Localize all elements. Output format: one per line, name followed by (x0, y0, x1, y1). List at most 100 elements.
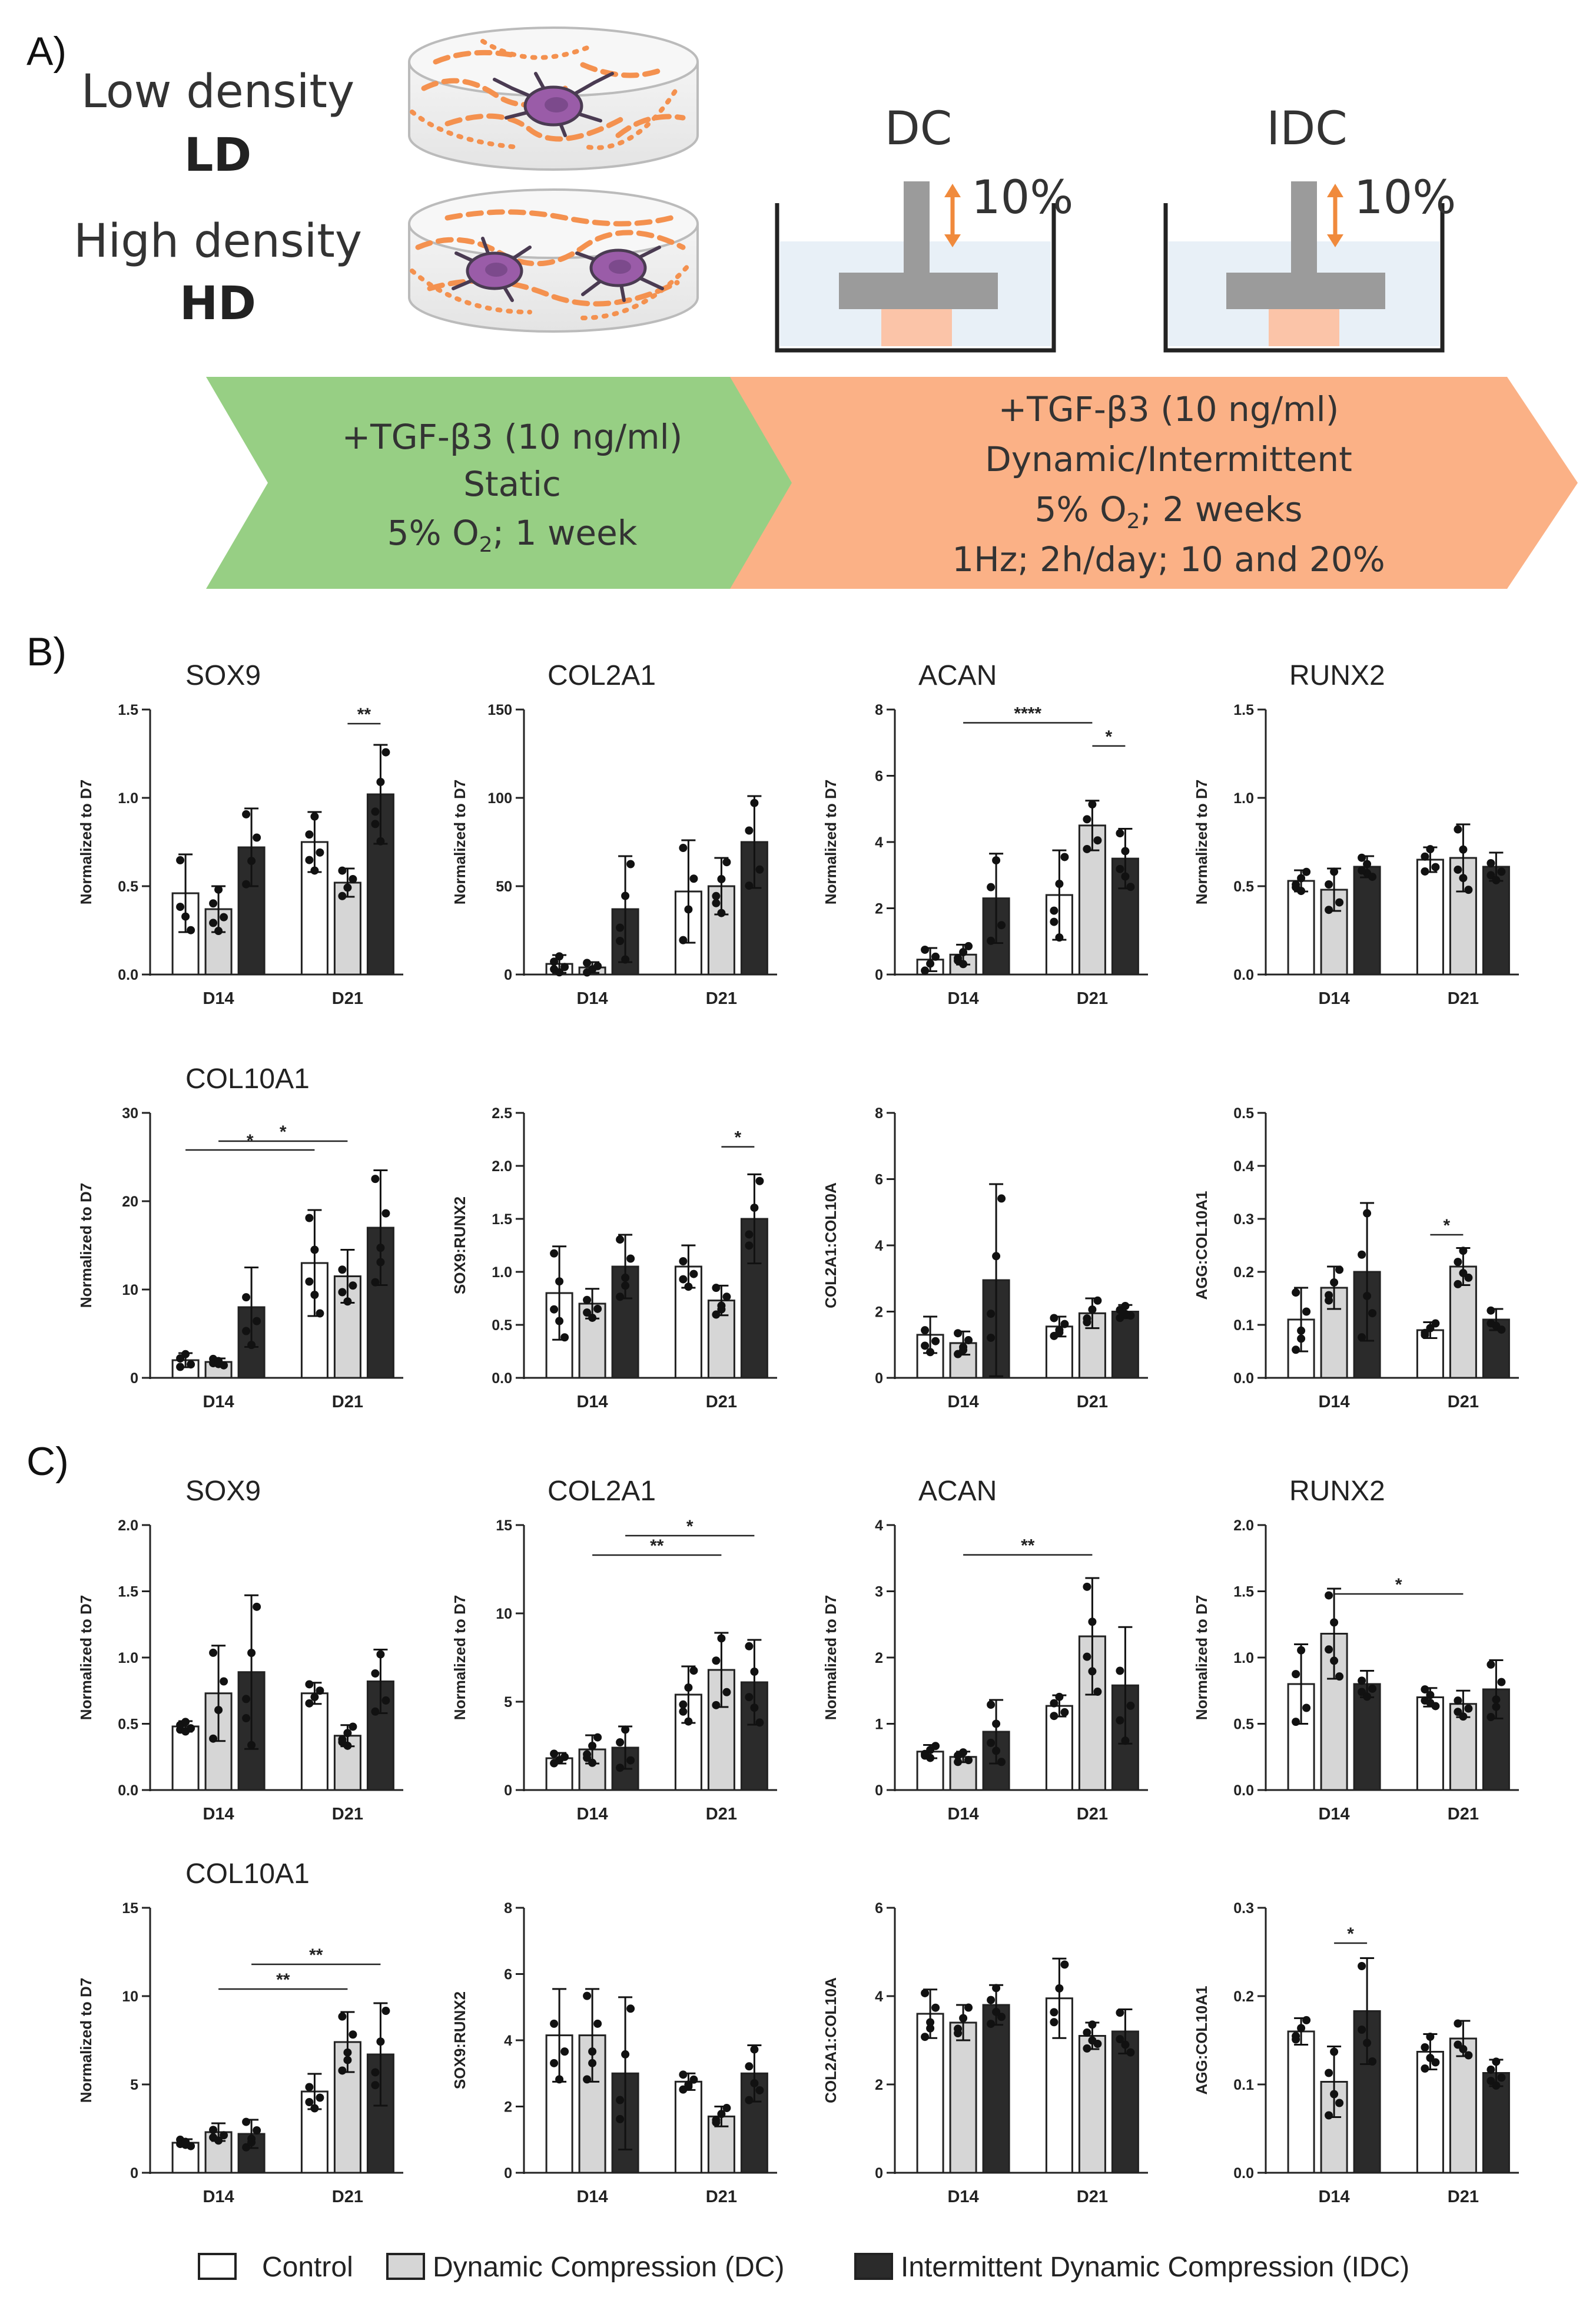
dc-bioreactor: DC 10% (775, 102, 1073, 353)
data-point (1088, 1617, 1097, 1626)
chart-title: ACAN (918, 1476, 997, 1507)
x-tick-label: D21 (706, 2187, 737, 2206)
y-tick-label: 0 (504, 967, 512, 983)
y-tick-label: 20 (122, 1194, 138, 1210)
data-point (1358, 853, 1366, 862)
data-point (1497, 867, 1506, 876)
data-point (338, 1288, 347, 1297)
data-point (583, 959, 592, 967)
data-point (954, 2029, 963, 2037)
bar (1353, 866, 1381, 976)
data-point (209, 1734, 218, 1743)
data-point (1050, 906, 1059, 915)
data-point (1454, 1280, 1462, 1288)
data-point (926, 2018, 935, 2027)
data-point (214, 1357, 223, 1365)
y-axis-label: Normalized to D7 (451, 780, 469, 904)
data-point (253, 833, 261, 842)
y-tick-label: 0.5 (1233, 879, 1254, 895)
data-point (1335, 1265, 1344, 1274)
data-point (1330, 867, 1339, 876)
data-point (626, 860, 635, 869)
data-point (555, 1317, 564, 1325)
bar (1111, 2030, 1139, 2174)
data-point (1358, 1688, 1366, 1696)
y-tick-label: 0.3 (1233, 1211, 1254, 1228)
y-tick-label: 100 (487, 790, 512, 807)
data-point (1421, 2064, 1429, 2073)
bar (1078, 1635, 1106, 1791)
x-tick-label: D21 (1077, 989, 1108, 1008)
data-point (555, 1277, 564, 1286)
data-point (305, 856, 314, 864)
data-point (745, 1241, 754, 1250)
bar (1449, 2037, 1477, 2174)
x-tick-label: D21 (1077, 1393, 1108, 1411)
data-point (1459, 1247, 1468, 1255)
data-point (964, 1336, 973, 1345)
chart-title: RUNX2 (1289, 660, 1385, 691)
data-point (959, 960, 968, 969)
data-point (745, 1693, 754, 1702)
data-point (253, 1602, 261, 1611)
x-tick-label: D14 (576, 1393, 608, 1411)
data-point (181, 2137, 190, 2146)
data-point (588, 2059, 597, 2067)
x-tick-label: D21 (1077, 2187, 1108, 2206)
data-point (1486, 1713, 1495, 1722)
y-tick-label: 4 (875, 1517, 883, 1534)
chart-c6: SOX9:RUNX2 0 2 4 6 8 D14 D21 (451, 1900, 777, 2206)
data-point (555, 968, 564, 977)
data-point (1486, 2065, 1495, 2074)
data-point (1292, 1718, 1300, 1726)
y-tick-label: 30 (122, 1105, 138, 1122)
data-point (1454, 2040, 1462, 2049)
data-point (616, 1292, 625, 1301)
data-point (187, 1724, 195, 1733)
high-density-title: High density (74, 215, 362, 268)
data-point (1292, 1670, 1300, 1679)
data-point (310, 2104, 319, 2113)
data-point (550, 2059, 559, 2067)
data-point (959, 1748, 968, 1757)
data-point (1363, 1692, 1372, 1701)
data-point (242, 880, 251, 889)
dynamic-line4: 1Hz; 2h/day; 10 and 20% (952, 539, 1385, 579)
chart-title: COL2A1 (548, 1476, 656, 1507)
data-point (621, 955, 630, 964)
data-point (1368, 1684, 1377, 1693)
data-point (959, 948, 968, 957)
legend-item-idc: Intermittent Dynamic Compression (IDC) (854, 2252, 1409, 2283)
data-point (1121, 1301, 1130, 1310)
bar (300, 1692, 329, 1791)
data-point (1421, 867, 1429, 876)
data-point (1492, 2057, 1501, 2066)
low-density-hydrogel (408, 26, 699, 171)
chart-c5: COL10A1 Normalized to D7 0 5 10 15 D14 D21 ** ** (77, 1858, 403, 2206)
data-point (593, 1733, 602, 1742)
data-point (376, 1244, 385, 1252)
data-point (1358, 866, 1366, 875)
y-tick-label: 8 (875, 702, 883, 718)
data-point (349, 875, 357, 883)
data-point (626, 2004, 635, 2013)
y-tick-label: 1.0 (118, 1650, 138, 1666)
bar (674, 2080, 702, 2174)
data-point (1126, 883, 1135, 891)
data-point (593, 2019, 602, 2028)
significance-label: **** (1014, 704, 1041, 724)
data-point (550, 1749, 559, 1758)
data-point (712, 1284, 721, 1292)
bar (1045, 1705, 1073, 1791)
data-point (1431, 1319, 1440, 1328)
data-point (1325, 2111, 1333, 2120)
data-point (349, 1722, 357, 1731)
y-tick-label: 0 (504, 1782, 512, 1799)
data-point (1121, 1310, 1130, 1318)
y-tick-label: 2 (875, 1304, 883, 1321)
data-point (242, 2117, 251, 2126)
data-point (583, 1308, 592, 1317)
x-tick-label: D21 (1448, 2187, 1479, 2206)
data-point (220, 2131, 228, 2140)
